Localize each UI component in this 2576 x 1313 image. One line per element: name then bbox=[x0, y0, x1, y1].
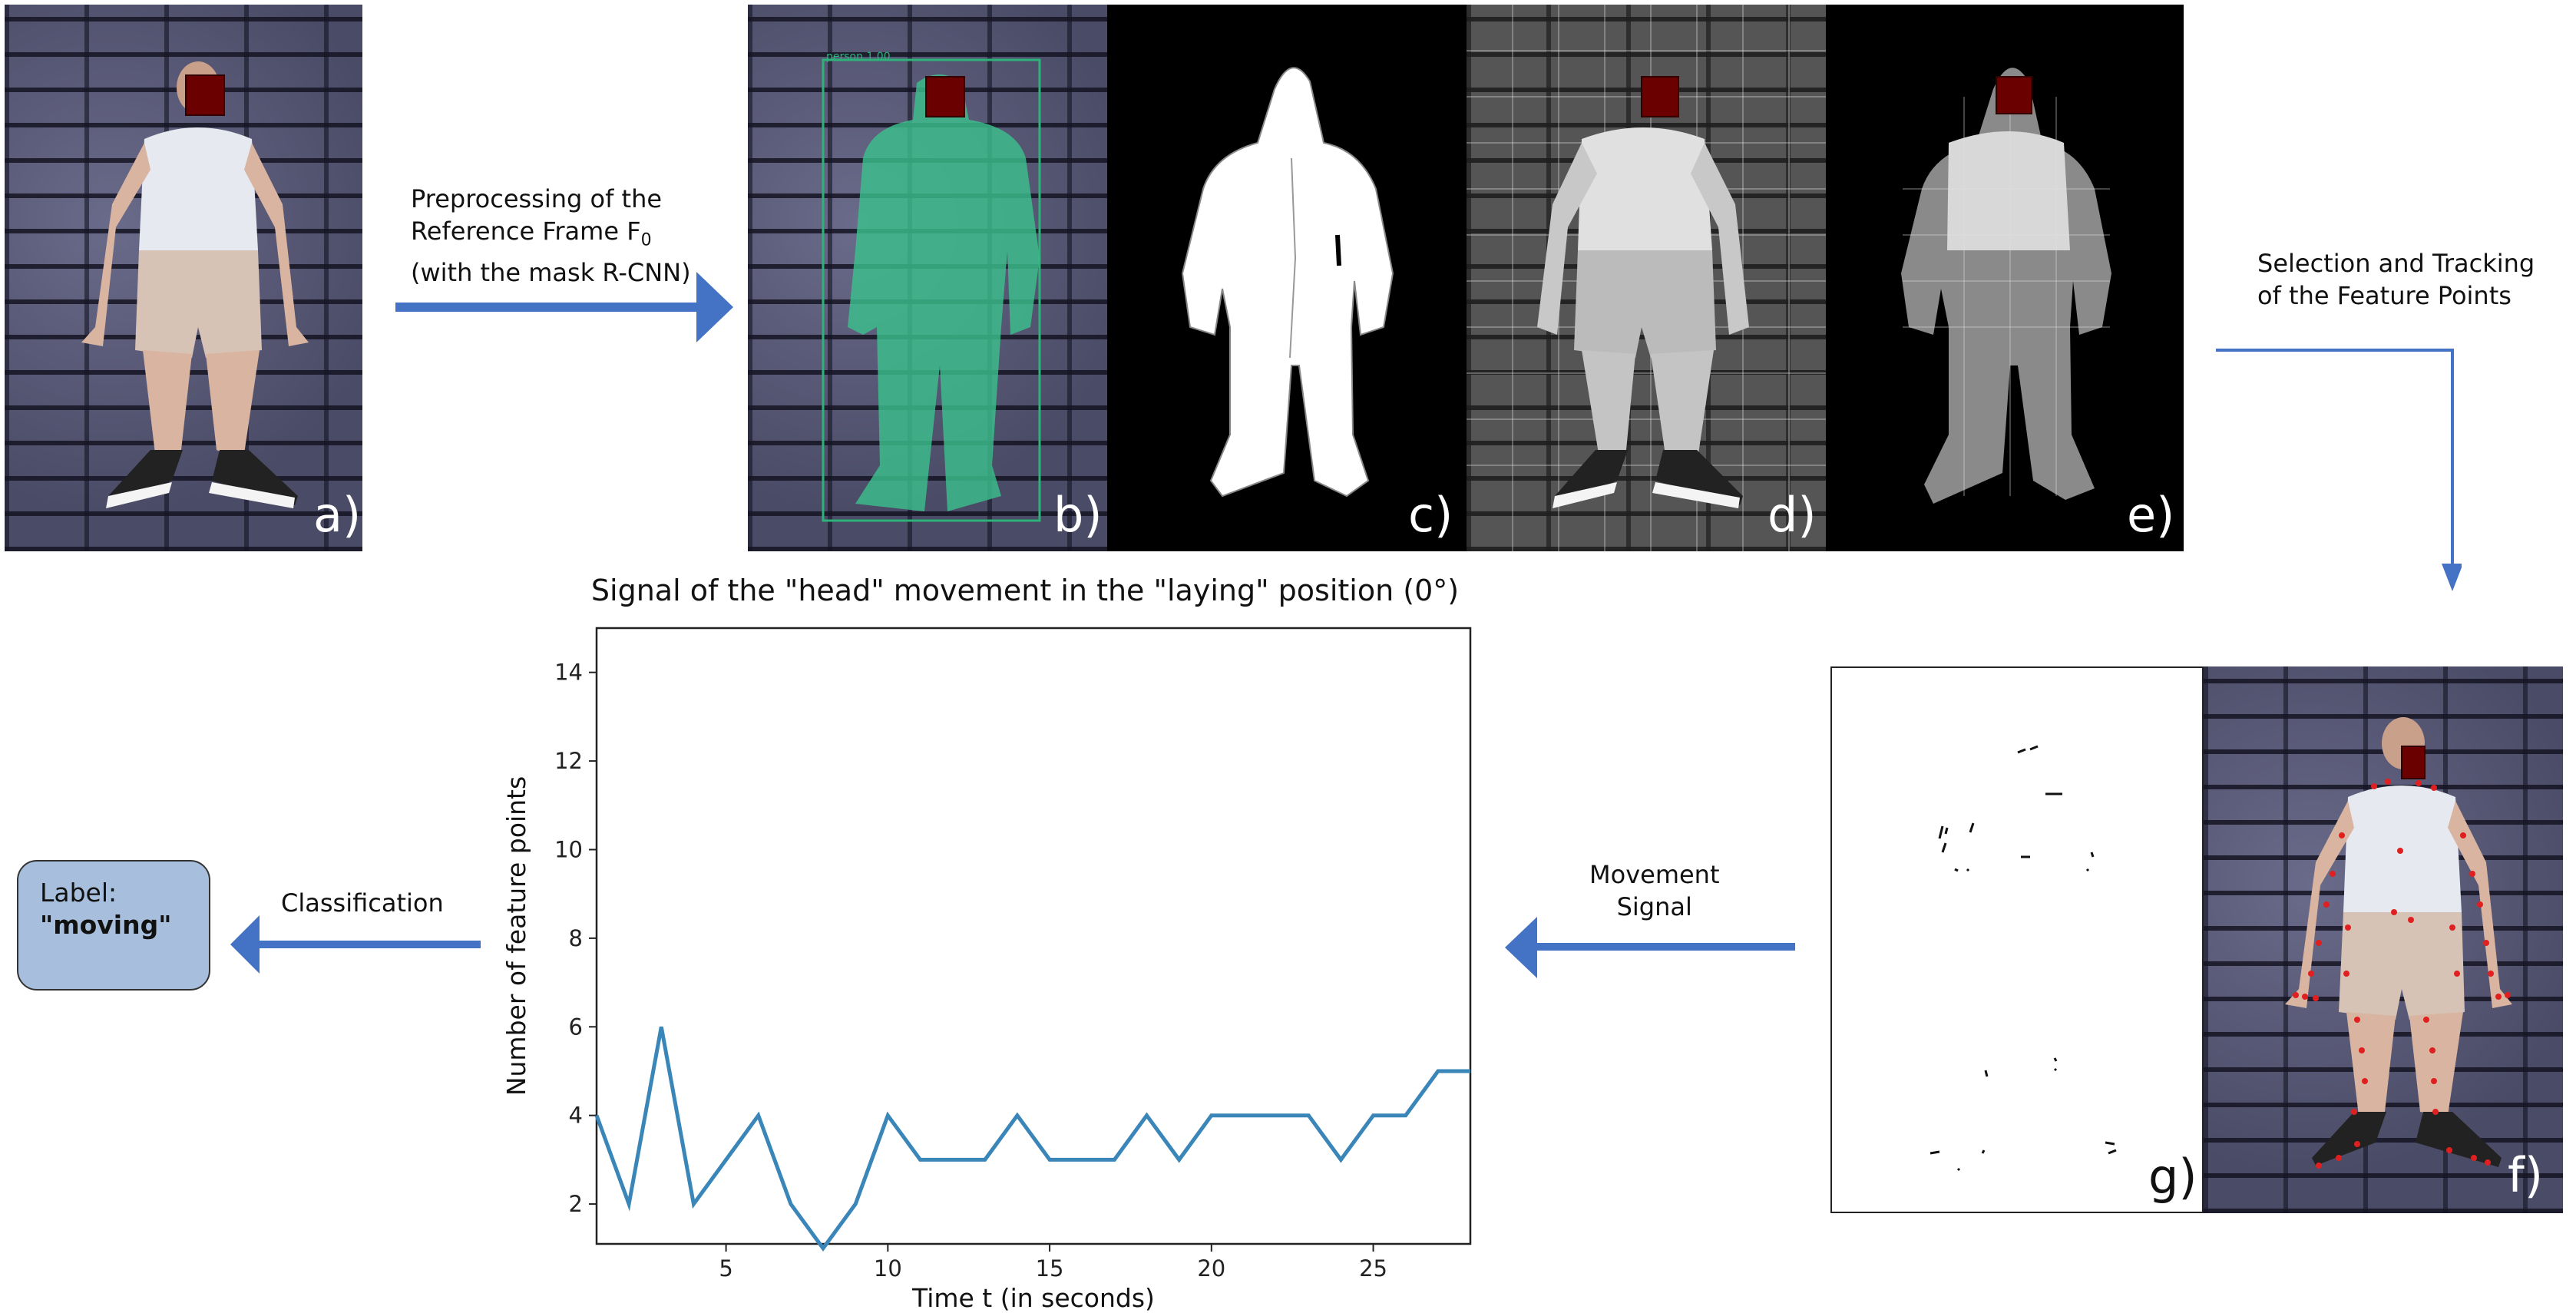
y-tick-label: 14 bbox=[554, 660, 583, 686]
plot-frame bbox=[597, 628, 1470, 1244]
x-tick-label: 15 bbox=[1036, 1255, 1064, 1282]
y-tick-label: 6 bbox=[569, 1014, 583, 1040]
segmentation-mask bbox=[748, 5, 1107, 551]
x-axis-label: Time t (in seconds) bbox=[911, 1283, 1155, 1313]
label-value: "moving" bbox=[40, 909, 187, 941]
panel-f-feature-points: f) bbox=[2204, 666, 2563, 1213]
grayscale-person bbox=[1467, 5, 1826, 551]
panel-e-masked-grayscale: e) bbox=[1826, 5, 2184, 551]
x-tick-label: 20 bbox=[1197, 1255, 1225, 1282]
movement-caption-line1: Movement bbox=[1589, 858, 1720, 891]
panel-g-motion-vectors: g) bbox=[1830, 666, 2204, 1213]
panel-label-b: b) bbox=[1053, 491, 1103, 539]
x-tick-label: 25 bbox=[1359, 1255, 1387, 1282]
preprocessing-caption-line2: Reference Frame F0 bbox=[411, 215, 691, 256]
classification-arrow bbox=[230, 912, 484, 978]
motion-vector-plot bbox=[1832, 668, 2204, 1213]
chart-title: Signal of the "head" movement in the "la… bbox=[591, 574, 1459, 607]
label-prefix: Label: bbox=[40, 877, 187, 909]
binary-body-mask bbox=[1107, 5, 1467, 551]
panel-c-binary-mask: c) bbox=[1107, 5, 1467, 551]
preprocessing-caption-line2-text: Reference Frame F bbox=[411, 217, 641, 246]
panel-label-f: f) bbox=[2508, 1152, 2543, 1199]
y-tick-label: 8 bbox=[569, 925, 583, 951]
panel-label-a: a) bbox=[313, 491, 361, 539]
y-axis: 2 4 6 8 10 12 14 bbox=[554, 660, 597, 1217]
panel-a-original-frame: a) bbox=[5, 5, 362, 551]
preprocessing-arrow bbox=[395, 270, 733, 344]
y-tick-label: 12 bbox=[554, 748, 583, 774]
selection-arrow bbox=[2216, 349, 2462, 594]
result-label-box: Label: "moving" bbox=[17, 860, 210, 991]
masked-grayscale-person bbox=[1826, 5, 2184, 551]
selection-caption-line1: Selection and Tracking bbox=[2257, 247, 2535, 279]
detection-label: person 1.00 bbox=[826, 51, 891, 63]
selection-caption-line2: of the Feature Points bbox=[2257, 279, 2535, 312]
y-tick-label: 10 bbox=[554, 836, 583, 862]
panel-label-e: e) bbox=[2127, 491, 2174, 539]
y-tick-label: 2 bbox=[569, 1191, 583, 1217]
panel-d-grayscale-grid: d) bbox=[1467, 5, 1826, 551]
panel-b-mask-rcnn: person 1.00 b) bbox=[748, 5, 1107, 551]
panel-label-c: c) bbox=[1408, 491, 1453, 539]
panel-label-g: g) bbox=[2148, 1153, 2197, 1201]
preprocessing-caption-line1: Preprocessing of the bbox=[411, 183, 691, 215]
x-tick-label: 5 bbox=[719, 1255, 732, 1282]
label-value-text: "moving" bbox=[40, 910, 171, 940]
x-tick-label: 10 bbox=[874, 1255, 902, 1282]
panel-label-d: d) bbox=[1767, 491, 1817, 539]
preprocessing-caption-subscript: 0 bbox=[641, 230, 652, 250]
person-with-feature-points bbox=[2204, 666, 2563, 1213]
movement-signal-arrow bbox=[1505, 914, 1797, 983]
y-axis-label: Number of feature points bbox=[501, 776, 531, 1096]
head-movement-chart: Signal of the "head" movement in the "la… bbox=[476, 568, 1482, 1313]
x-axis: 5 10 15 20 25 bbox=[719, 1244, 1387, 1282]
y-tick-label: 4 bbox=[569, 1103, 583, 1129]
selection-caption: Selection and Tracking of the Feature Po… bbox=[2257, 247, 2535, 312]
person-figure bbox=[5, 5, 362, 551]
